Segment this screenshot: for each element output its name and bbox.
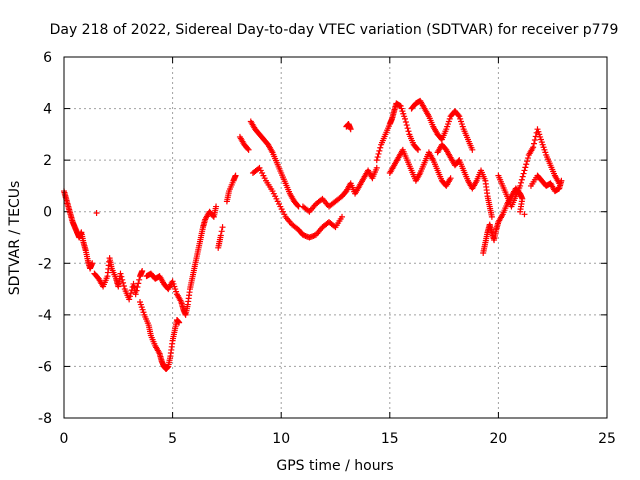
- data-point: [127, 290, 134, 297]
- x-tick-label: 5: [168, 431, 177, 447]
- data-series: [61, 97, 565, 373]
- data-point: [331, 223, 338, 230]
- data-point: [531, 137, 538, 144]
- y-tick-label: -8: [38, 411, 52, 427]
- data-point: [127, 293, 134, 300]
- data-point: [216, 236, 223, 243]
- data-point: [415, 146, 422, 153]
- data-point: [216, 240, 223, 247]
- data-point: [521, 211, 528, 218]
- axis-ticks: 0 5 10 15 20 25 -8 -6 -4 -2 0 2 4 6: [38, 50, 616, 447]
- y-tick-label: 4: [43, 102, 52, 118]
- data-point: [517, 179, 524, 186]
- data-point: [232, 172, 239, 179]
- x-tick-label: 10: [272, 431, 290, 447]
- data-point: [488, 213, 495, 220]
- data-point: [176, 319, 183, 326]
- data-point: [403, 122, 410, 129]
- data-point: [377, 144, 384, 151]
- data-point: [132, 291, 139, 298]
- data-point: [219, 224, 226, 231]
- data-point: [402, 118, 409, 125]
- data-point: [455, 112, 462, 119]
- data-point: [245, 146, 252, 153]
- data-point: [521, 167, 528, 174]
- grid: [64, 57, 607, 418]
- data-point: [347, 126, 354, 133]
- x-tick-label: 15: [381, 431, 399, 447]
- y-tick-label: 0: [43, 205, 52, 221]
- data-point: [209, 212, 216, 219]
- data-point: [136, 276, 143, 283]
- data-point: [93, 210, 100, 217]
- data-point: [135, 280, 142, 287]
- data-point: [244, 145, 251, 152]
- data-point: [117, 270, 124, 277]
- data-point: [213, 203, 220, 210]
- data-point: [120, 282, 127, 289]
- y-tick-label: 6: [43, 50, 52, 66]
- y-tick-label: 2: [43, 153, 52, 169]
- plot-frame: [63, 56, 608, 419]
- data-point: [376, 147, 383, 154]
- y-tick-label: -2: [38, 256, 52, 272]
- data-point: [217, 232, 224, 239]
- data-point: [119, 276, 126, 283]
- data-point: [89, 260, 96, 267]
- data-point: [373, 164, 380, 171]
- data-point: [523, 161, 530, 168]
- data-point: [524, 155, 531, 162]
- data-point: [518, 176, 525, 183]
- data-point: [375, 150, 382, 157]
- data-point: [139, 268, 146, 275]
- data-point: [404, 125, 411, 132]
- data-point: [126, 296, 133, 303]
- data-point: [373, 157, 380, 164]
- data-point: [517, 208, 524, 215]
- data-point: [215, 244, 222, 251]
- data-point: [405, 128, 412, 135]
- x-tick-label: 25: [598, 431, 616, 447]
- y-tick-label: -4: [38, 308, 52, 324]
- x-tick-label: 20: [489, 431, 507, 447]
- data-point: [447, 175, 454, 182]
- y-tick-label: -6: [38, 359, 52, 375]
- data-point: [522, 164, 529, 171]
- data-point: [134, 284, 141, 291]
- data-point: [524, 158, 531, 165]
- data-point: [120, 279, 127, 286]
- data-point: [414, 145, 421, 152]
- x-axis-label: GPS time / hours: [276, 458, 393, 474]
- data-point: [339, 213, 346, 220]
- data-point: [558, 177, 565, 184]
- y-axis-label: SDTVAR / TECUs: [7, 181, 23, 296]
- data-point: [294, 202, 301, 209]
- chart-title: Day 218 of 2022, Sidereal Day-to-day VTE…: [50, 22, 619, 38]
- data-point: [374, 154, 381, 161]
- data-point: [531, 140, 538, 147]
- data-point: [469, 146, 476, 153]
- data-point: [519, 173, 526, 180]
- x-tick-label: 0: [60, 431, 69, 447]
- data-point: [118, 273, 125, 280]
- data-point: [133, 287, 140, 294]
- data-point: [530, 144, 537, 151]
- data-point: [520, 170, 527, 177]
- data-point: [517, 182, 524, 189]
- data-point: [218, 228, 225, 235]
- data-point: [402, 115, 409, 122]
